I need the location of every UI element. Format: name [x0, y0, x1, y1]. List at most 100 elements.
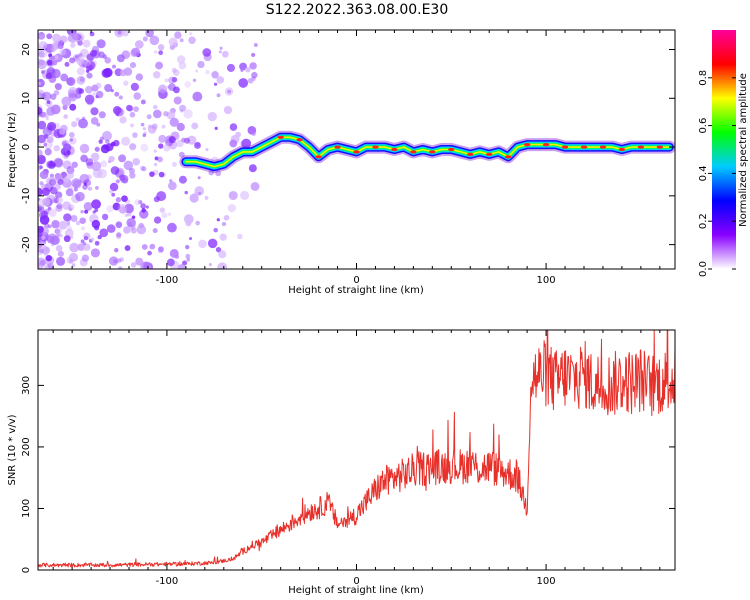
noise-speckle — [131, 47, 141, 57]
noise-speckle — [63, 235, 71, 243]
noise-speckle — [80, 239, 85, 244]
noise-speckle — [146, 114, 152, 120]
noise-speckle — [55, 204, 63, 212]
noise-speckle — [126, 105, 134, 112]
noise-speckle — [218, 250, 227, 259]
noise-speckle — [198, 239, 207, 249]
snr-y-tick-label: 0 — [21, 567, 32, 573]
snr-x-tick-label: -100 — [156, 576, 179, 587]
noise-speckle — [82, 39, 91, 48]
noise-speckle — [219, 233, 227, 241]
noise-speckle — [72, 179, 82, 189]
noise-speckle — [97, 234, 102, 240]
noise-speckle — [122, 30, 129, 37]
noise-speckle — [153, 216, 162, 224]
noise-speckle — [117, 258, 122, 263]
noise-speckle — [79, 217, 86, 225]
noise-speckle — [43, 112, 50, 118]
noise-speckle — [192, 91, 203, 102]
noise-speckle — [130, 262, 137, 268]
noise-speckle — [135, 73, 144, 81]
noise-speckle — [64, 61, 70, 67]
noise-speckle — [119, 206, 127, 214]
noise-speckle — [139, 209, 149, 219]
noise-speckle — [129, 62, 137, 69]
noise-speckle — [51, 68, 61, 79]
spectrogram-x-tick-label: 0 — [353, 275, 359, 286]
colorbar-ticks: 0.0 0.2 0.4 0.6 0.8 — [698, 70, 736, 277]
noise-speckle — [38, 91, 41, 97]
noise-speckle — [95, 95, 99, 99]
spectrogram-y-tick-label: 10 — [21, 92, 32, 105]
noise-speckle-layer — [38, 30, 260, 269]
noise-speckle — [92, 92, 96, 96]
noise-speckle — [66, 77, 76, 86]
noise-speckle — [67, 86, 78, 97]
frequency-ridge-layer — [179, 130, 675, 174]
noise-speckle — [147, 124, 152, 129]
noise-speckle — [158, 171, 165, 178]
noise-speckle — [117, 30, 122, 35]
noise-speckle — [38, 141, 41, 148]
noise-speckle — [114, 247, 119, 253]
noise-speckle — [216, 93, 221, 98]
noise-speckle — [38, 48, 48, 58]
noise-speckle — [40, 92, 47, 99]
noise-speckle — [208, 169, 215, 176]
noise-speckle — [188, 32, 193, 36]
noise-speckle — [216, 218, 220, 222]
noise-speckle — [39, 170, 49, 180]
ridge-peak — [542, 143, 550, 147]
noise-speckle — [185, 253, 191, 259]
noise-speckle — [47, 224, 52, 229]
noise-speckle — [123, 80, 129, 86]
noise-speckle — [179, 104, 187, 112]
noise-speckle — [50, 104, 61, 115]
noise-speckle — [163, 111, 169, 117]
noise-speckle — [171, 67, 177, 73]
noise-speckle — [44, 148, 52, 156]
spectrogram-y-ticks: -20 -10 0 10 20 — [21, 43, 675, 253]
noise-speckle — [39, 165, 43, 169]
noise-speckle — [153, 196, 160, 203]
noise-speckle — [168, 76, 176, 84]
noise-speckle — [101, 68, 111, 78]
ridge-peak — [467, 152, 474, 156]
noise-speckle — [38, 51, 45, 58]
noise-speckle — [114, 30, 124, 38]
colorbar-tick-label: 0.8 — [698, 70, 709, 86]
colorbar-tick-label: 0.6 — [698, 118, 709, 134]
noise-speckle — [142, 133, 147, 137]
snr-panel: -100 0 100 0 100 200 300 Height of straight l… — [7, 329, 676, 596]
noise-speckle — [154, 156, 159, 161]
ridge-peak — [561, 145, 569, 149]
noise-speckle — [131, 215, 136, 220]
noise-speckle — [132, 132, 138, 138]
snr-series-line — [38, 330, 675, 568]
noise-speckle — [178, 151, 185, 158]
noise-speckle — [132, 157, 141, 166]
noise-speckle — [94, 146, 100, 152]
noise-speckle — [179, 109, 184, 113]
noise-speckle — [41, 69, 52, 80]
noise-speckle — [111, 192, 116, 197]
noise-speckle — [139, 165, 145, 171]
ridge-peak — [580, 145, 588, 149]
noise-speckle — [70, 42, 76, 48]
spectrogram-x-ticks: -100 0 100 — [52, 30, 661, 286]
noise-speckle — [46, 58, 55, 67]
noise-speckle — [48, 178, 57, 186]
noise-speckle — [90, 107, 99, 116]
noise-speckle — [69, 138, 74, 142]
noise-speckle — [224, 87, 234, 96]
noise-speckle — [69, 103, 77, 111]
noise-speckle — [178, 175, 187, 184]
noise-speckle — [38, 134, 46, 144]
noise-speckle — [83, 182, 87, 186]
noise-speckle — [60, 73, 69, 82]
noise-speckle — [55, 191, 63, 199]
noise-speckle — [117, 266, 123, 269]
noise-speckle — [114, 91, 120, 97]
noise-speckle — [38, 187, 43, 197]
noise-speckle — [251, 71, 258, 79]
